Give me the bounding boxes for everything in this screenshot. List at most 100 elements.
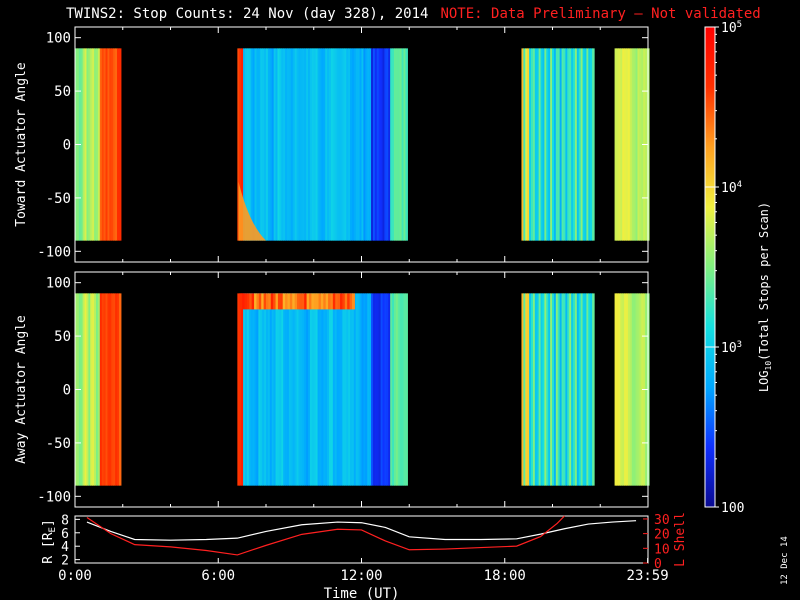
heat-cell: [624, 48, 627, 241]
heat-cell: [392, 48, 395, 241]
heat-cell: [351, 48, 355, 241]
colorbar-tick-base: 10: [721, 341, 737, 356]
heat-cell: [342, 293, 345, 486]
heat-cell: [298, 293, 301, 486]
heat-cell: [536, 293, 540, 486]
heat-cell: [275, 48, 279, 241]
heat-cell: [344, 293, 348, 310]
heat-cell: [294, 293, 298, 310]
title-text: TWINS2: Stop Counts: 24 Nov (day 328), 2…: [66, 6, 429, 22]
heat-cell: [618, 293, 621, 486]
heat-cell: [113, 48, 116, 241]
heat-cell: [117, 293, 120, 486]
heat-cell: [273, 293, 277, 310]
heat-cell: [350, 48, 353, 241]
heat-cell: [382, 293, 386, 486]
heat-cell: [629, 48, 633, 241]
heat-cell: [243, 293, 246, 486]
heat-cell: [248, 48, 252, 241]
heat-cell: [393, 293, 397, 486]
heat-cell: [584, 293, 588, 486]
heat-cell: [319, 293, 322, 486]
heat-cell: [531, 293, 534, 486]
heat-cell: [325, 293, 329, 310]
heat-cell: [329, 293, 332, 486]
heat-cell: [350, 293, 353, 486]
heat-cell: [290, 293, 294, 486]
heat-cell: [338, 48, 342, 241]
heat-cell: [266, 293, 269, 486]
heat-cell: [309, 293, 313, 486]
heat-cell: [296, 293, 300, 486]
heat-cell: [392, 293, 395, 486]
heat-cell: [90, 293, 93, 486]
left-axis-label-end: ]: [41, 519, 56, 527]
heat-cell: [246, 293, 250, 310]
y-tick-label: 100: [46, 276, 71, 292]
colorbar-label-main: LOG: [757, 370, 771, 392]
heat-cell: [88, 293, 91, 486]
heat-cell: [614, 48, 618, 241]
heatmap-panel-bottom: 100 50 0 -50 -100 Away Actuator Angle: [14, 271, 650, 508]
heat-cell: [96, 48, 99, 241]
heat-cell: [338, 293, 342, 486]
heat-cell: [555, 293, 559, 486]
heat-cell: [631, 293, 635, 486]
heat-cell: [380, 48, 384, 241]
heat-cell: [369, 293, 372, 486]
heat-cell: [327, 48, 330, 241]
heat-cell: [386, 48, 389, 241]
heat-cell: [82, 48, 86, 241]
heat-cell: [580, 293, 584, 486]
heat-cell: [635, 48, 639, 241]
heat-cell: [553, 293, 557, 486]
right-y-tick-label: 30: [654, 513, 670, 528]
colorbar-gradient: [704, 26, 716, 508]
heat-cell: [346, 293, 349, 486]
heat-cell: [94, 48, 97, 241]
heat-cell: [254, 293, 258, 310]
heat-cell: [308, 293, 311, 486]
y-tick-label: -100: [37, 244, 71, 260]
heat-cell: [297, 293, 301, 310]
heat-cell: [557, 48, 561, 241]
heat-cell: [266, 293, 269, 310]
heat-cell: [241, 48, 244, 241]
heat-cell: [317, 48, 321, 241]
heat-cell: [395, 293, 399, 486]
heat-cell: [296, 48, 300, 241]
heat-cell: [315, 48, 319, 241]
heat-cell: [390, 48, 393, 241]
heat-cell: [401, 48, 405, 241]
heat-cell: [555, 48, 559, 241]
right-axis-label: L Shell: [673, 512, 688, 567]
heat-cell: [576, 48, 580, 241]
heat-cell: [99, 48, 103, 241]
heat-cell: [248, 293, 252, 486]
heat-cell: [298, 48, 301, 241]
heat-cell: [393, 48, 397, 241]
colorbar-tick-base: 10: [721, 181, 737, 196]
heat-cell: [550, 293, 553, 486]
heat-cell: [351, 293, 355, 310]
series-line-l-shell: [86, 515, 565, 556]
heat-cell: [390, 293, 393, 486]
colorbar-tick-exponent: 4: [737, 180, 742, 190]
heat-cell: [538, 293, 542, 486]
heat-cell: [340, 293, 343, 486]
heat-cell: [328, 293, 332, 310]
chart-title: TWINS2: Stop Counts: 24 Nov (day 328), 2…: [66, 6, 761, 22]
heat-cell: [82, 293, 86, 486]
heat-cell: [582, 293, 586, 486]
heat-cell: [294, 293, 298, 486]
x-tick-label: 6:00: [201, 568, 235, 584]
heat-cell: [329, 48, 332, 241]
heat-cell: [403, 293, 407, 486]
heat-cell: [531, 48, 534, 241]
heat-cell: [249, 293, 253, 310]
heat-cell: [109, 293, 112, 486]
heat-cell: [571, 48, 574, 241]
heat-cell: [267, 293, 271, 486]
